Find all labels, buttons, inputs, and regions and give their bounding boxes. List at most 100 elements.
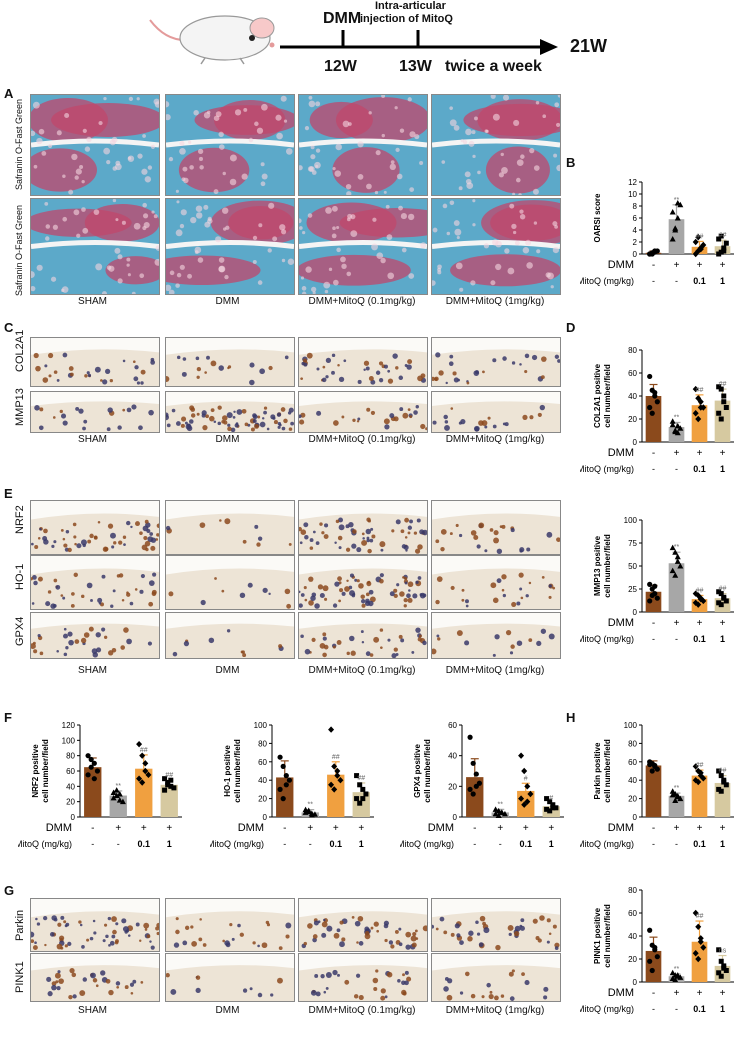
ihc-micrograph (298, 953, 428, 1002)
mitoq-value: - (652, 839, 655, 849)
data-point (171, 785, 177, 791)
dmm-value: - (652, 448, 655, 459)
mitoq-value: 0.1 (519, 839, 532, 849)
y-axis-label: HO-1 positive (223, 745, 232, 797)
dmm-value: + (674, 448, 680, 459)
mitoq-value: - (675, 1004, 678, 1014)
data-point (647, 404, 653, 411)
y-tick-label: 80 (258, 739, 267, 748)
data-point (162, 787, 168, 793)
ihc-micrograph (165, 898, 295, 952)
data-point (527, 790, 534, 798)
ihc-micrograph (298, 898, 428, 952)
y-tick-label: 0 (633, 978, 638, 987)
ihc-micrograph (165, 953, 295, 1002)
data-point (697, 246, 704, 253)
data-point (695, 955, 702, 963)
bar (691, 775, 708, 817)
significance-label: ** (674, 785, 680, 792)
data-point (695, 415, 702, 423)
data-point (718, 233, 724, 239)
dmm-value: + (697, 988, 703, 999)
data-point (85, 772, 91, 778)
y-tick-label: 40 (628, 932, 637, 941)
panel-letter-f: F (4, 710, 12, 725)
dmm-value: - (652, 823, 655, 834)
y-tick-label: 0 (633, 813, 638, 822)
ihc-micrograph (431, 555, 561, 610)
dmm-value: - (91, 823, 94, 834)
group-label-g-3: DMM+MitoQ (1mg/kg) (445, 1005, 545, 1016)
dmm-row-label: DMM (608, 987, 634, 999)
dmm-value: - (652, 618, 655, 629)
panel-letter-h: H (566, 710, 576, 725)
data-point (305, 807, 312, 814)
y-axis-label: OARSI score (593, 193, 602, 242)
y-tick-label: 20 (258, 795, 267, 804)
mitoq-value: - (652, 1004, 655, 1014)
dmm-value: - (652, 260, 655, 271)
dmm-value: + (720, 448, 726, 459)
row-label-g1: Parkin (14, 909, 26, 941)
data-point (721, 245, 727, 251)
y-tick-label: 20 (448, 782, 457, 791)
ihc-micrograph (30, 898, 160, 952)
mitoq-value: 1 (720, 276, 725, 286)
data-point (718, 416, 724, 422)
data-point (550, 802, 556, 808)
data-point (677, 795, 684, 802)
dmm-row-label: DMM (238, 822, 264, 834)
dmm-value: + (697, 823, 703, 834)
significance-label: ## (332, 754, 340, 761)
y-tick-label: 0 (71, 813, 76, 822)
data-point (654, 954, 660, 960)
data-point (277, 786, 283, 792)
mitoq-row-label: MitoQ (mg/kg) (580, 276, 634, 286)
mitoq-value: - (675, 276, 678, 286)
bar-chart-d2: 0 25 50 75 100 MMP13 positive cell number/fiel… (580, 516, 734, 644)
data-point (695, 234, 702, 241)
ihc-micrograph (30, 555, 160, 610)
mitoq-value: 1 (720, 1004, 725, 1014)
significance-label: ## (696, 762, 704, 769)
ihc-micrograph (298, 391, 428, 433)
significance-label: ** (674, 414, 680, 421)
data-point (674, 553, 681, 560)
data-point (518, 795, 525, 802)
data-point (723, 405, 729, 410)
data-point (652, 393, 658, 399)
bar-chart-f1: 0 20 40 60 80 100 120 NRF2 positive cell number/… (18, 721, 182, 849)
bar-chart-f2: 0 20 40 60 80 100 HO-1 positive cell number/fie… (210, 721, 374, 849)
mitoq-value: 0.1 (693, 1004, 706, 1014)
panel-letter-e: E (4, 486, 13, 501)
y-axis-label: cell number/field (233, 739, 242, 803)
bar (668, 563, 685, 612)
dmm-value: - (652, 988, 655, 999)
significance-label: ## (165, 772, 173, 779)
dmm-value: - (283, 823, 286, 834)
data-point (302, 809, 309, 815)
timeline-injection-2: injection of MitoQ (360, 13, 453, 25)
timeline-freq: twice a week (445, 58, 542, 75)
panel-letter-b: B (566, 155, 576, 170)
data-point (674, 422, 681, 429)
data-point (363, 791, 369, 797)
data-point (357, 800, 363, 806)
dmm-value: + (141, 823, 147, 834)
data-point (470, 760, 476, 766)
y-tick-label: 80 (628, 886, 637, 895)
mitoq-row-label: MitoQ (mg/kg) (580, 464, 634, 474)
data-point (674, 215, 681, 221)
y-tick-label: 50 (628, 562, 637, 571)
y-tick-label: 0 (263, 813, 268, 822)
data-point (695, 247, 702, 255)
data-point (716, 589, 722, 595)
y-tick-label: 8 (633, 202, 638, 211)
data-point (669, 969, 676, 976)
mitoq-value: - (675, 839, 678, 849)
data-point (716, 970, 722, 976)
group-label-g-1: DMM (215, 1005, 240, 1016)
data-point (672, 797, 679, 803)
group-label-a-1: DMM (215, 296, 240, 307)
y-axis-label: cell number/field (603, 904, 612, 968)
